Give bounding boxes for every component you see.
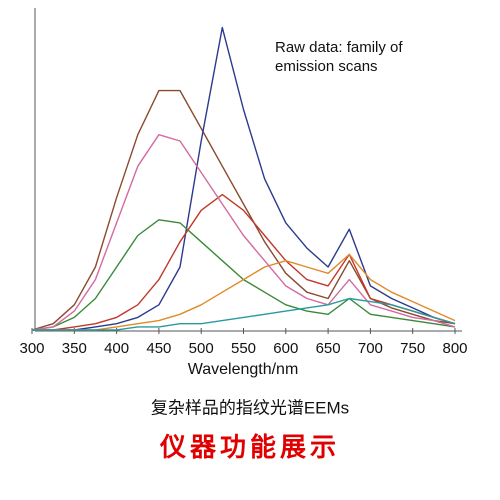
- emission-curve: [31, 134, 456, 331]
- annotation: Raw data: family of: [275, 39, 403, 56]
- emission-curve: [32, 26, 456, 331]
- x-tick-label: 650: [316, 340, 341, 357]
- x-tick-label: 450: [146, 340, 171, 357]
- x-tick-label: 800: [442, 340, 467, 357]
- x-tick-label: 350: [62, 340, 87, 357]
- x-axis-label: Wavelength/nm: [188, 361, 299, 378]
- x-tick-label: 300: [19, 340, 44, 357]
- x-tick-label: 700: [358, 340, 383, 357]
- caption: 复杂样品的指纹光谱EEMs: [151, 398, 349, 417]
- banner: 仪器功能展示: [159, 432, 340, 462]
- x-tick-label: 400: [104, 340, 129, 357]
- emission-curve: [32, 297, 456, 331]
- x-tick-label: 500: [189, 340, 214, 357]
- emission-curve: [31, 89, 456, 331]
- emission-curve: [32, 253, 456, 331]
- x-tick-label: 600: [273, 340, 298, 357]
- x-tick-label: 550: [231, 340, 256, 357]
- x-tick-label: 750: [400, 340, 425, 357]
- annotation: emission scans: [275, 58, 378, 75]
- emission-curve: [32, 193, 456, 331]
